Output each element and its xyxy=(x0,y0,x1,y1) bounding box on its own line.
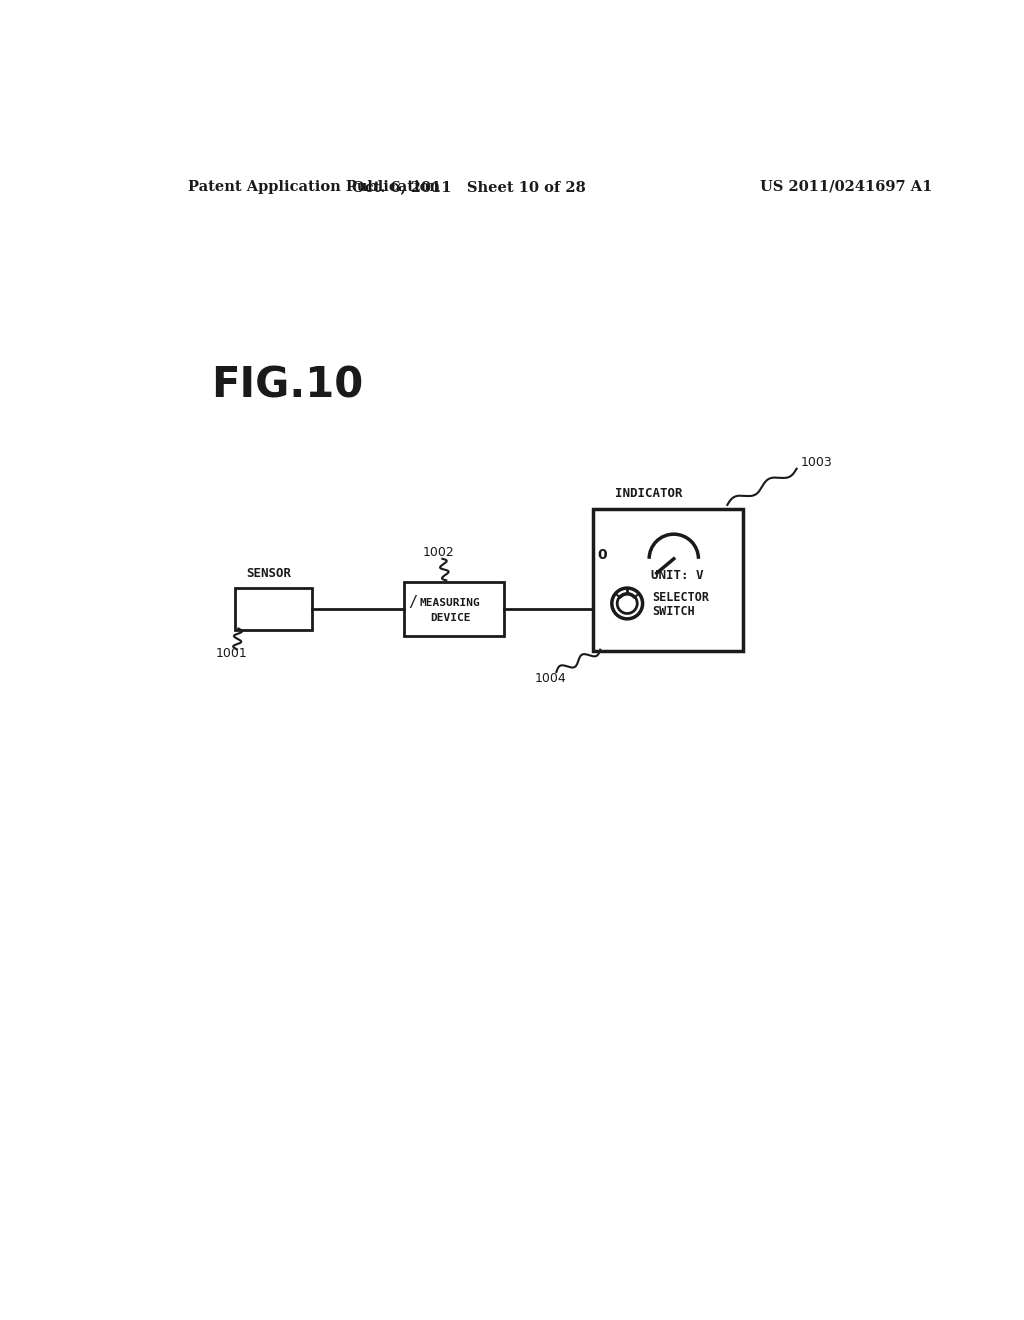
Bar xyxy=(403,582,504,636)
Text: UNIT: V: UNIT: V xyxy=(651,569,703,582)
Text: Patent Application Publication: Patent Application Publication xyxy=(188,180,440,194)
Text: 1001: 1001 xyxy=(215,647,247,660)
Text: SENSOR: SENSOR xyxy=(247,568,292,581)
Text: FIG.10: FIG.10 xyxy=(211,364,364,407)
Text: 0: 0 xyxy=(597,548,606,562)
Text: 1003: 1003 xyxy=(801,455,833,469)
Text: 1004: 1004 xyxy=(535,672,566,685)
Text: DEVICE: DEVICE xyxy=(430,612,470,623)
Text: /: / xyxy=(409,595,418,610)
Text: SELECTOR: SELECTOR xyxy=(652,591,710,603)
Text: Oct. 6, 2011   Sheet 10 of 28: Oct. 6, 2011 Sheet 10 of 28 xyxy=(352,180,586,194)
Text: SWITCH: SWITCH xyxy=(652,605,695,618)
Circle shape xyxy=(611,589,643,619)
Text: 1002: 1002 xyxy=(423,546,455,560)
Text: INDICATOR: INDICATOR xyxy=(614,487,682,500)
Text: MEASURING: MEASURING xyxy=(420,598,480,607)
Bar xyxy=(593,508,742,651)
Circle shape xyxy=(617,594,637,614)
Bar xyxy=(234,587,311,630)
Text: US 2011/0241697 A1: US 2011/0241697 A1 xyxy=(761,180,933,194)
